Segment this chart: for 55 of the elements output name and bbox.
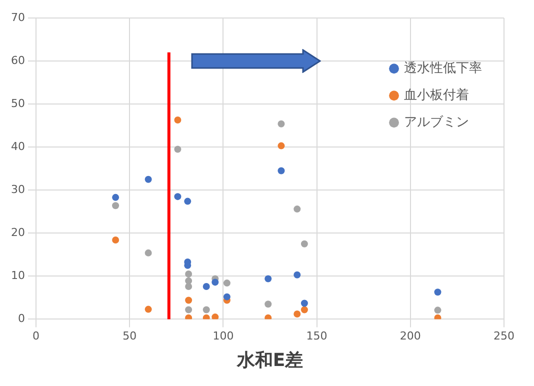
y-tick-label: 20 — [10, 226, 25, 239]
y-tick-label: 30 — [10, 182, 25, 196]
point — [434, 314, 442, 320]
y-tick-label: 70 — [10, 10, 25, 24]
point — [264, 275, 272, 282]
x-tick-label: 150 — [306, 330, 328, 343]
legend-label: 血小板付着 — [404, 86, 469, 103]
x-tick-label: 50 — [122, 330, 137, 343]
y-tick-label: 60 — [10, 54, 25, 67]
point — [112, 202, 120, 210]
legend-label: 透水性低下率 — [404, 60, 482, 76]
x-tick-label: 100 — [212, 330, 234, 343]
point — [202, 314, 210, 320]
point — [434, 306, 442, 314]
point — [185, 314, 192, 320]
point — [278, 167, 285, 174]
point — [264, 314, 272, 320]
point — [294, 206, 301, 213]
point — [294, 271, 301, 278]
point — [294, 310, 301, 318]
y-tick-label: 50 — [10, 96, 25, 110]
point — [300, 300, 308, 307]
x-axis-title: 水和E差 — [236, 350, 304, 371]
point — [185, 270, 192, 278]
point — [184, 198, 192, 205]
point — [264, 300, 272, 308]
legend-label: アルブミン — [404, 114, 469, 130]
point — [434, 288, 442, 296]
point — [300, 240, 308, 248]
x-tick-label: 200 — [400, 330, 421, 343]
point — [212, 314, 219, 320]
point — [278, 120, 285, 128]
y-tick-label: 0 — [18, 312, 25, 326]
x-tick-label: 0 — [32, 330, 40, 343]
y-tick-label: 40 — [10, 140, 25, 153]
point — [185, 306, 192, 314]
point — [112, 194, 120, 201]
point — [278, 142, 285, 150]
point — [202, 306, 210, 314]
point — [174, 146, 182, 153]
point — [144, 249, 152, 256]
x-tick-label: 250 — [494, 330, 514, 343]
y-tick-label: 10 — [10, 269, 25, 282]
point — [212, 278, 219, 286]
point — [174, 116, 182, 124]
point — [185, 296, 192, 304]
point — [174, 193, 182, 200]
point — [202, 283, 210, 290]
point — [223, 280, 230, 287]
point — [112, 236, 120, 244]
point — [144, 176, 152, 183]
point — [223, 293, 230, 300]
point — [144, 306, 152, 313]
point — [300, 306, 308, 314]
point — [185, 283, 192, 290]
